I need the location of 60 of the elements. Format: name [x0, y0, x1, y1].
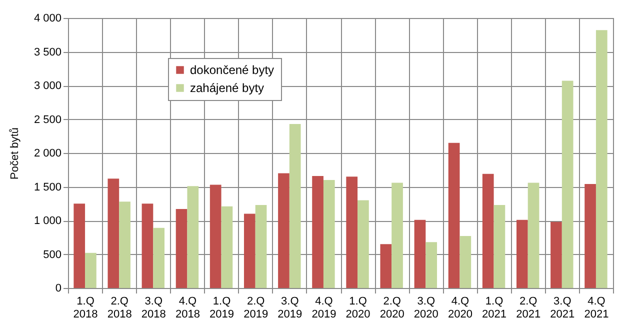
bar — [358, 200, 369, 288]
bar — [426, 242, 438, 288]
bar — [550, 222, 562, 288]
bar — [74, 204, 86, 288]
bar — [221, 206, 233, 288]
x-tick-label: 1.Q 2018 — [73, 296, 98, 320]
bar — [596, 30, 608, 288]
x-tick-label: 1.Q 2020 — [346, 296, 370, 320]
x-tick-label: 2.Q 2021 — [516, 296, 541, 320]
y-tick-label: 1 500 — [34, 181, 62, 194]
bar — [460, 236, 472, 288]
bar — [562, 80, 574, 288]
bar — [323, 180, 335, 288]
y-tick-label: 2 000 — [34, 148, 62, 160]
bar — [392, 182, 403, 288]
bar — [187, 186, 199, 288]
y-tick-label: 500 — [43, 248, 62, 261]
x-tick-label: 4.Q 2020 — [448, 296, 472, 320]
bar — [142, 204, 154, 288]
x-tick-label: 4.Q 2021 — [584, 296, 609, 320]
x-tick-label: 2.Q 2019 — [244, 296, 268, 320]
bar — [255, 204, 267, 288]
bar — [312, 176, 324, 288]
legend-label: zahájené byty — [190, 81, 264, 95]
bar — [584, 184, 596, 288]
bar — [119, 202, 130, 288]
x-tick-label: 3.Q 2019 — [278, 296, 302, 320]
bar — [278, 173, 290, 288]
bar — [108, 178, 120, 288]
x-tick-label: 1.Q 2019 — [210, 296, 234, 320]
y-tick-label: 1 000 — [34, 215, 62, 227]
bar — [448, 142, 460, 288]
bar — [528, 182, 540, 288]
x-tick-label: 3.Q 2020 — [414, 296, 438, 320]
y-tick-label: 4 000 — [34, 12, 62, 24]
y-tick-label: 3 000 — [34, 80, 62, 92]
bar — [414, 220, 426, 288]
bar — [289, 124, 301, 288]
y-tick-label: 2 500 — [34, 114, 62, 126]
y-tick-label: 0 — [55, 282, 62, 294]
legend-label: dokončené byty — [190, 63, 274, 77]
x-tick-label: 4.Q 2018 — [175, 296, 200, 320]
x-tick-label: 3.Q 2018 — [141, 296, 166, 320]
y-tick-label: 3 500 — [34, 46, 62, 58]
bar — [516, 220, 528, 288]
bar — [380, 244, 392, 288]
x-tick-label: 1.Q 2021 — [482, 296, 507, 320]
bar — [482, 174, 494, 288]
y-axis-title: Počet bytů — [8, 128, 21, 180]
bar — [244, 214, 256, 288]
bar — [494, 204, 506, 288]
x-tick-label: 2.Q 2020 — [380, 296, 404, 320]
x-tick-label: 2.Q 2018 — [107, 296, 132, 320]
bar — [346, 176, 358, 288]
bar — [210, 184, 222, 288]
bar — [153, 228, 165, 288]
x-tick-label: 4.Q 2019 — [312, 296, 336, 320]
x-tick-label: 3.Q 2021 — [550, 296, 575, 320]
bar — [176, 209, 188, 288]
bar — [85, 252, 96, 288]
